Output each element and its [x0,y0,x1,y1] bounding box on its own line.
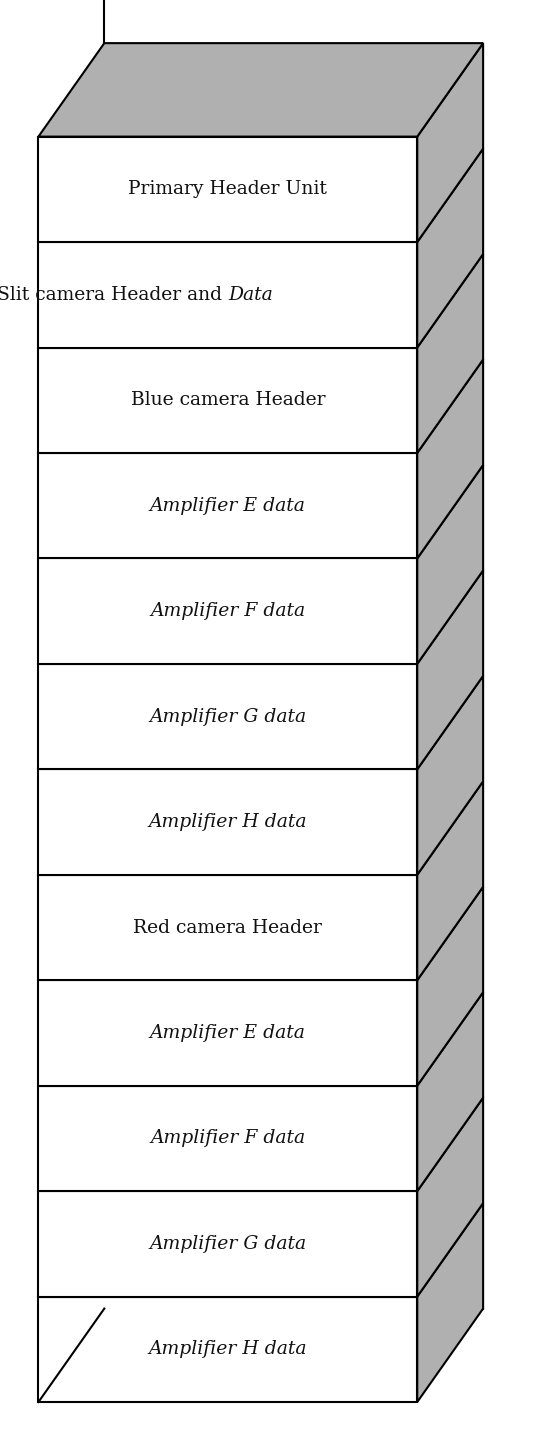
Text: Primary Header Unit: Primary Header Unit [128,180,327,198]
Polygon shape [417,148,483,348]
Text: Blue camera Header: Blue camera Header [131,391,325,410]
Polygon shape [38,558,417,664]
Polygon shape [417,676,483,874]
Polygon shape [38,664,417,769]
Text: Slit camera Header and: Slit camera Header and [0,286,228,303]
Polygon shape [417,1097,483,1297]
Polygon shape [38,1086,417,1191]
Text: Amplifier H data: Amplifier H data [149,1340,307,1359]
Polygon shape [38,1297,417,1402]
Text: Amplifier E data: Amplifier E data [150,1024,306,1043]
Polygon shape [417,1204,483,1402]
Polygon shape [38,981,417,1086]
Polygon shape [417,464,483,664]
Polygon shape [417,992,483,1191]
Polygon shape [38,874,417,981]
Text: Data: Data [228,286,273,303]
Polygon shape [417,571,483,769]
Polygon shape [417,360,483,558]
Text: Amplifier F data: Amplifier F data [150,603,305,620]
Polygon shape [38,43,483,137]
Polygon shape [417,781,483,981]
Polygon shape [417,255,483,453]
Text: Amplifier E data: Amplifier E data [150,496,306,515]
Text: Amplifier F data: Amplifier F data [150,1129,305,1148]
Polygon shape [38,348,417,453]
Polygon shape [38,137,417,242]
Text: Amplifier G data: Amplifier G data [149,707,306,726]
Polygon shape [38,1191,417,1297]
Text: Amplifier G data: Amplifier G data [149,1235,306,1252]
Polygon shape [417,887,483,1086]
Polygon shape [38,769,417,874]
Text: Amplifier H data: Amplifier H data [149,812,307,831]
Polygon shape [38,453,417,558]
Polygon shape [38,242,417,348]
Polygon shape [417,43,483,242]
Text: Red camera Header: Red camera Header [133,919,322,936]
